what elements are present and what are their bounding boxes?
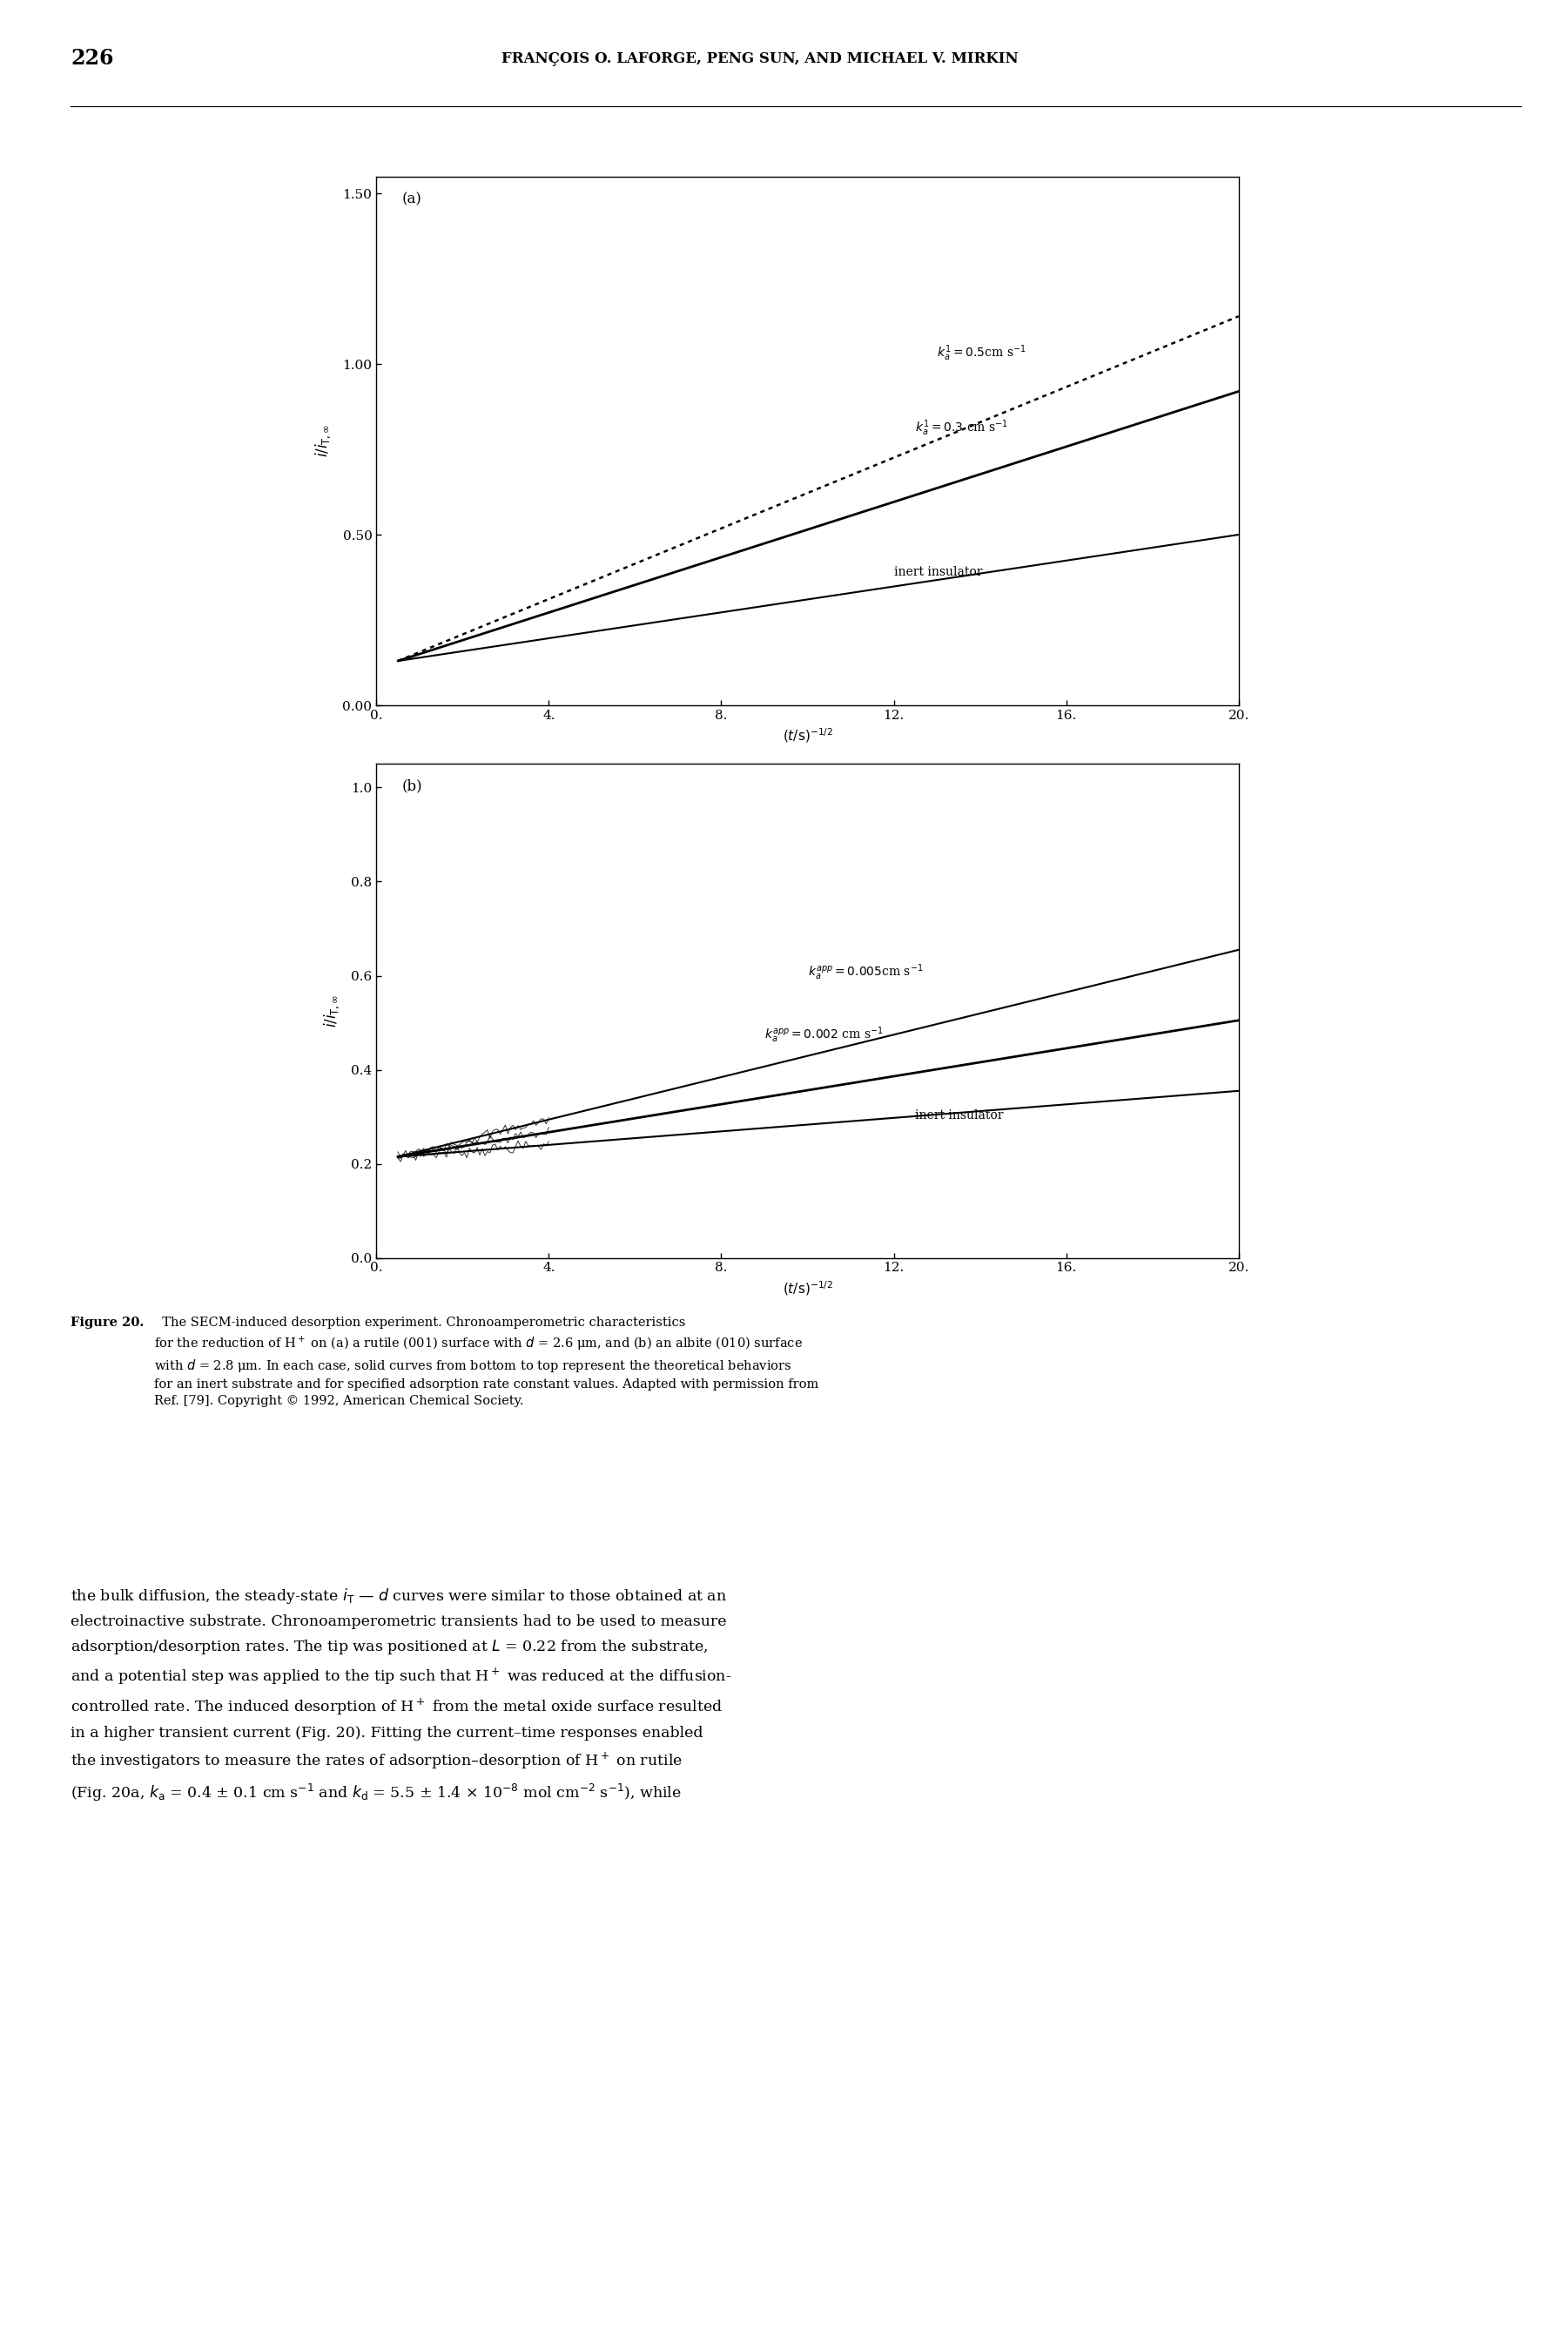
Y-axis label: $i/i_{\rm T,\infty}$: $i/i_{\rm T,\infty}$ — [323, 994, 342, 1027]
Text: $k_a^{app} = 0.005$cm s$^{-1}$: $k_a^{app} = 0.005$cm s$^{-1}$ — [808, 962, 924, 983]
Text: Figure 20.: Figure 20. — [71, 1317, 144, 1328]
Text: 226: 226 — [71, 49, 113, 68]
X-axis label: $(t/{\rm s})^{-1/2}$: $(t/{\rm s})^{-1/2}$ — [782, 1279, 833, 1298]
X-axis label: $(t/{\rm s})^{-1/2}$: $(t/{\rm s})^{-1/2}$ — [782, 726, 833, 745]
Text: (b): (b) — [401, 778, 423, 795]
Text: inert insulator: inert insulator — [916, 1110, 1004, 1121]
Y-axis label: $i/i_{\rm T,\infty}$: $i/i_{\rm T,\infty}$ — [314, 423, 332, 458]
Text: inert insulator: inert insulator — [894, 567, 982, 578]
Text: $k_a^{app} = 0.002$ cm s$^{-1}$: $k_a^{app} = 0.002$ cm s$^{-1}$ — [765, 1025, 884, 1046]
Text: FRANÇOIS O. LAFORGE, PENG SUN, AND MICHAEL V. MIRKIN: FRANÇOIS O. LAFORGE, PENG SUN, AND MICHA… — [502, 52, 1019, 66]
Text: $k_a^1 = 0.3$ cm s$^{-1}$: $k_a^1 = 0.3$ cm s$^{-1}$ — [916, 418, 1008, 437]
Text: (a): (a) — [401, 193, 422, 207]
Text: The SECM-induced desorption experiment. Chronoamperometric characteristics
for t: The SECM-induced desorption experiment. … — [154, 1317, 818, 1408]
Text: the bulk diffusion, the steady-state $i_{\rm T}$ — $d$ curves were similar to th: the bulk diffusion, the steady-state $i_… — [71, 1587, 732, 1803]
Text: $k_a^1 = 0.5$cm s$^{-1}$: $k_a^1 = 0.5$cm s$^{-1}$ — [938, 343, 1027, 364]
